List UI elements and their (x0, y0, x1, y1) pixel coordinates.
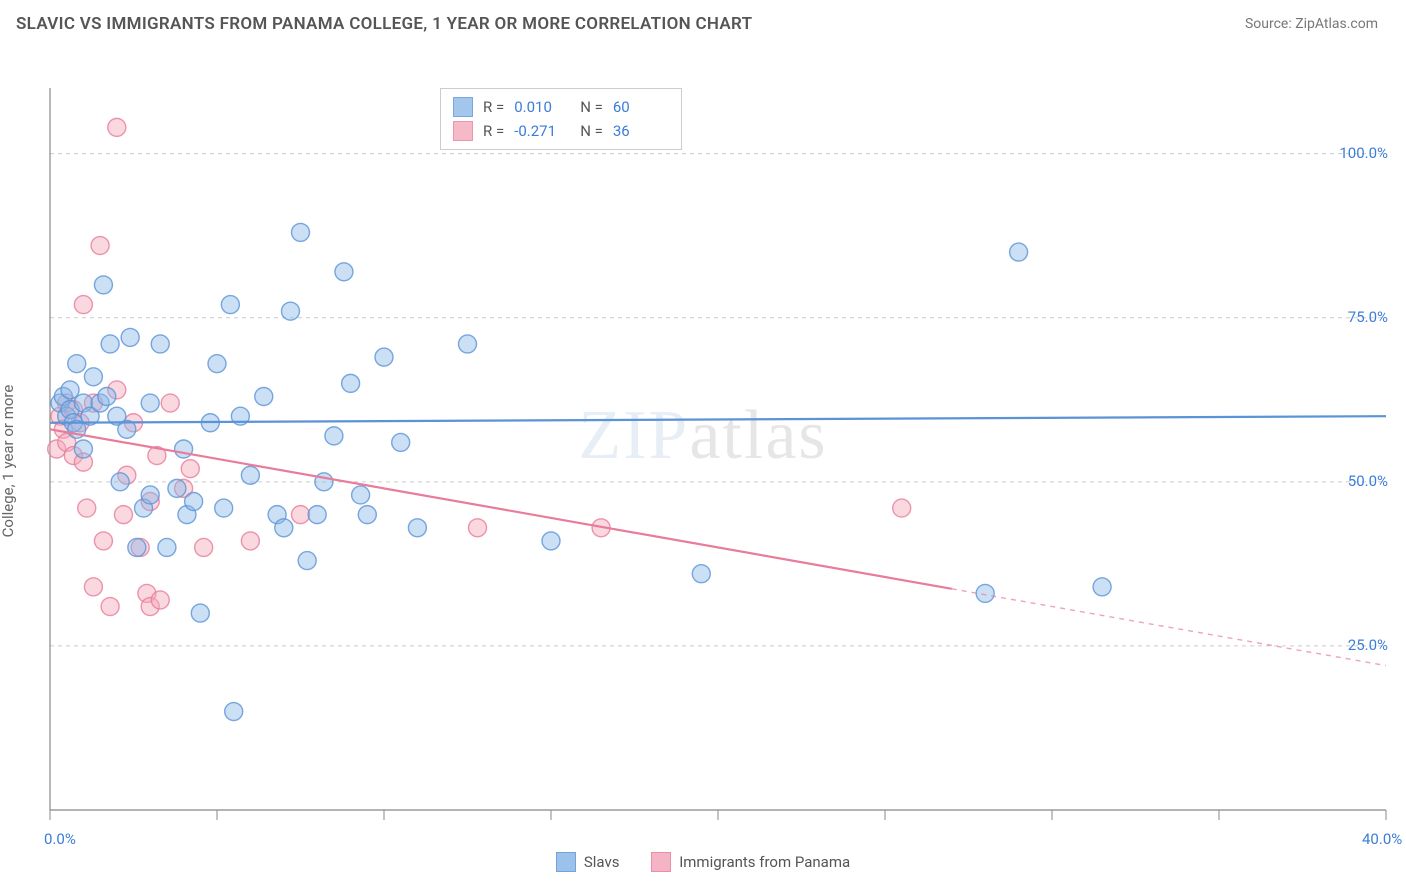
r-label: R = (483, 119, 504, 143)
swatch-panama (651, 852, 671, 872)
r-label: R = (483, 95, 504, 119)
y-tick-label: 25.0% (1348, 636, 1388, 654)
y-tick-label: 50.0% (1348, 472, 1388, 490)
r-value: 0.010 (514, 95, 570, 119)
swatch-slavs (556, 852, 576, 872)
n-label: N = (580, 119, 603, 143)
scatter-plot-svg (0, 42, 1406, 880)
legend-item-slavs: Slavs (556, 852, 620, 872)
y-tick-label: 75.0% (1348, 308, 1388, 326)
chart-title: SLAVIC VS IMMIGRANTS FROM PANAMA COLLEGE… (16, 14, 752, 34)
chart-area: College, 1 year or more ZIPatlas R =0.01… (0, 42, 1406, 880)
legend-item-panama: Immigrants from Panama (651, 852, 850, 872)
header-row: SLAVIC VS IMMIGRANTS FROM PANAMA COLLEGE… (0, 0, 1406, 42)
source-attribution: Source: ZipAtlas.com (1245, 16, 1378, 32)
correlation-legend: R = 0.010 N = 60 R = -0.271 N = 36 (440, 88, 682, 150)
x-tick-label: 40.0% (1362, 830, 1402, 848)
y-tick-label: 100.0% (1339, 144, 1388, 162)
correlation-legend-row: R = -0.271 N = 36 (453, 119, 669, 143)
r-value: -0.271 (514, 119, 570, 143)
n-value: 36 (613, 119, 669, 143)
n-label: N = (580, 95, 603, 119)
legend-label-slavs: Slavs (584, 853, 620, 871)
legend-label-panama: Immigrants from Panama (679, 853, 850, 871)
n-value: 60 (613, 95, 669, 119)
correlation-legend-row: R = 0.010 N = 60 (453, 95, 669, 119)
legend-swatch (453, 97, 473, 117)
series-legend: Slavs Immigrants from Panama (0, 852, 1406, 876)
legend-swatch (453, 121, 473, 141)
x-tick-label: 0.0% (44, 830, 76, 848)
